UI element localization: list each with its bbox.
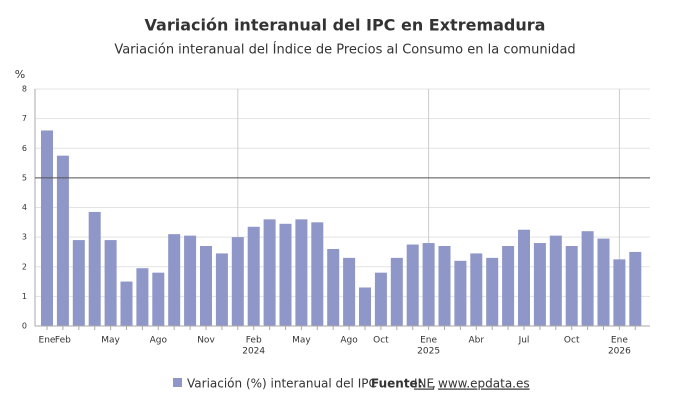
bar — [215, 253, 228, 326]
bar — [629, 251, 642, 326]
x-tick-label: Jul — [518, 336, 530, 346]
x-tick-label: May — [101, 336, 120, 346]
x-tick-label: Feb — [55, 336, 71, 346]
bar — [247, 226, 260, 326]
y-tick-label: 1 — [22, 292, 27, 301]
bar — [311, 222, 324, 326]
x-tick-label: Nov — [197, 336, 215, 346]
x-tick-label: Ago — [340, 336, 358, 346]
bar — [88, 211, 101, 326]
bar — [152, 272, 165, 326]
bar — [359, 287, 371, 326]
chart-subtitle: Variación interanual del Índice de Preci… — [114, 42, 575, 58]
y-tick-label: 3 — [22, 233, 27, 242]
legend-swatch — [173, 378, 182, 387]
bar — [295, 219, 308, 326]
source-site[interactable]: www.epdata.es — [438, 377, 530, 391]
bar — [565, 246, 578, 326]
x-tick-label: May — [292, 336, 311, 346]
bar — [486, 257, 499, 326]
bar — [231, 237, 244, 326]
bar — [200, 246, 212, 326]
y-tick-label: 4 — [22, 203, 27, 212]
x-tick-label: Ene — [611, 336, 628, 346]
bar — [72, 240, 85, 326]
x-year-label: 2026 — [608, 347, 631, 357]
x-tick-label: Ene — [420, 336, 437, 346]
x-tick-label: Oct — [373, 336, 389, 346]
y-tick-label: 2 — [22, 262, 27, 271]
bar — [168, 234, 181, 326]
bar — [438, 246, 451, 326]
x-tick-label: Abr — [469, 336, 485, 346]
bar — [263, 219, 276, 326]
bar — [613, 259, 626, 326]
bar — [597, 238, 610, 326]
bar — [56, 155, 69, 326]
x-tick-label: Oct — [564, 336, 580, 346]
bar — [343, 257, 356, 326]
x-tick-label: Feb — [246, 336, 262, 346]
bar — [327, 248, 340, 326]
source-sep: , — [432, 377, 436, 391]
y-tick-label: 6 — [22, 144, 27, 153]
legend-label: Variación (%) interanual del IPC — [187, 377, 377, 391]
bar — [581, 231, 594, 326]
x-tick-label: Ago — [150, 336, 168, 346]
x-year-label: 2024 — [242, 347, 265, 357]
bar — [374, 272, 387, 326]
x-tick-label: Ene — [39, 336, 56, 346]
bar — [502, 246, 515, 326]
legend: Variación (%) interanual del IPC Fuente:… — [173, 377, 530, 391]
x-year-label: 2025 — [417, 347, 440, 357]
bar — [136, 268, 149, 326]
y-tick-label: 8 — [22, 85, 27, 94]
bar — [470, 253, 483, 326]
bar — [549, 235, 562, 326]
source-label: Fuente: — [371, 377, 423, 391]
y-tick-label: 0 — [22, 322, 27, 331]
bar — [279, 223, 292, 326]
bar — [422, 243, 435, 326]
chart-title: Variación interanual del IPC en Extremad… — [145, 16, 546, 35]
bar — [533, 243, 546, 326]
bar — [406, 244, 419, 326]
y-unit: % — [15, 68, 25, 81]
source-name[interactable]: INE — [414, 377, 434, 391]
bar — [41, 130, 53, 326]
bar — [184, 235, 197, 326]
bar — [454, 260, 467, 326]
bar — [120, 281, 133, 326]
bar — [390, 257, 403, 326]
y-tick-label: 7 — [22, 114, 27, 123]
y-tick-label: 5 — [22, 173, 27, 182]
bar — [104, 240, 117, 326]
bar — [518, 229, 530, 326]
